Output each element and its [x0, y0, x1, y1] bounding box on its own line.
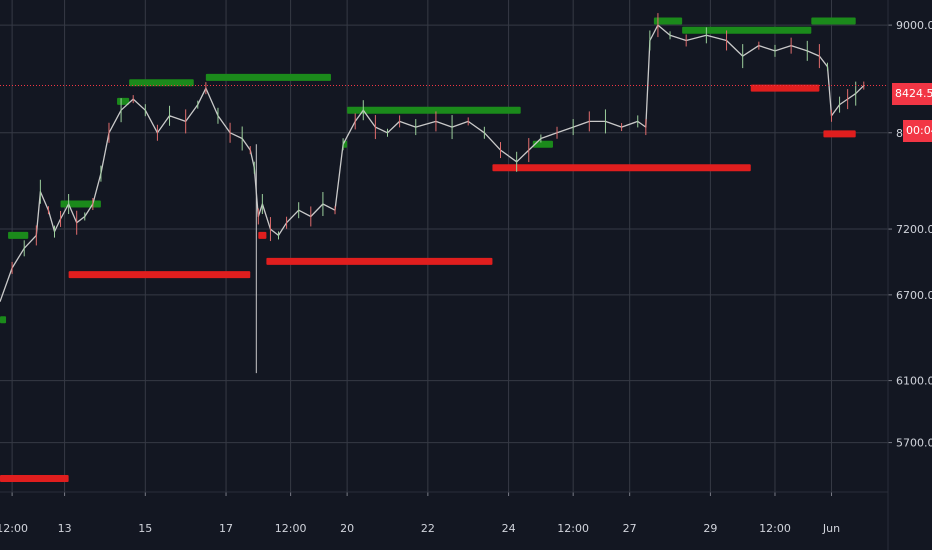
last-price-badge: 8424.56 — [892, 83, 932, 105]
x-tick-label: 12:00 — [275, 522, 307, 535]
resistance-level-bar — [653, 17, 683, 25]
y-tick-label: 9000.00 — [896, 19, 932, 32]
resistance-level-bar — [682, 26, 812, 34]
x-tick-label: 13 — [58, 522, 72, 535]
support-level-bar — [266, 257, 493, 265]
price-series — [0, 13, 865, 374]
time-axis[interactable]: 12:00 13 15 17 12:00 20 22 24 12:00 27 29 12:00 Jun — [0, 491, 888, 535]
support-level-bar — [0, 475, 69, 483]
y-tick-label: 6700.00 — [896, 289, 932, 302]
resistance-level-bar — [60, 200, 101, 208]
countdown-badge: 00:04 — [903, 120, 932, 142]
x-tick-label: 24 — [502, 522, 516, 535]
support-level-bar — [750, 84, 820, 92]
resistance-level-bar — [811, 17, 856, 25]
resistance-level-bar — [117, 97, 130, 105]
resistance-level-bar — [532, 140, 553, 148]
resistance-level-bar — [347, 106, 521, 114]
price-axis[interactable]: 9000.008000.007200.006700.006100.005700.… — [887, 0, 932, 550]
resistance-level-bar — [205, 73, 331, 81]
x-tick-label: 27 — [623, 522, 637, 535]
x-tick-label: 12:00 — [759, 522, 791, 535]
x-tick-label: 12:00 — [557, 522, 589, 535]
x-tick-label: 20 — [340, 522, 354, 535]
x-tick-label: 29 — [703, 522, 717, 535]
x-tick-label: 12:00 — [0, 522, 28, 535]
support-level-bar — [823, 130, 856, 138]
support-level-bar — [258, 231, 267, 239]
x-tick-label: Jun — [822, 522, 840, 535]
resistance-level-bar — [129, 79, 194, 87]
y-tick-label: 7200.00 — [896, 223, 932, 236]
resistance-level-bar — [0, 316, 7, 324]
x-tick-label: 15 — [138, 522, 152, 535]
x-tick-label: 22 — [421, 522, 435, 535]
resistance-level-bar — [8, 231, 29, 239]
x-tick-label: 17 — [219, 522, 233, 535]
price-line — [0, 24, 865, 302]
y-tick-label: 5700.00 — [896, 437, 932, 450]
y-tick-label: 6100.00 — [896, 375, 932, 388]
support-level-bar — [68, 271, 251, 279]
support-resistance-levels — [0, 17, 856, 483]
support-level-bar — [492, 164, 751, 172]
